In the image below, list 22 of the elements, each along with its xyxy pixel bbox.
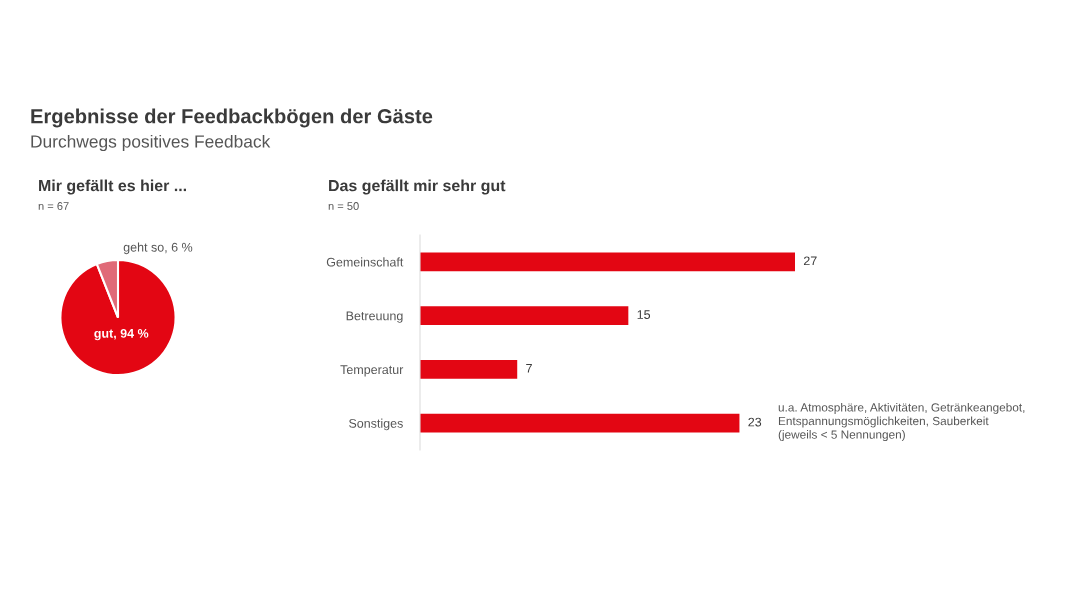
- data-label: 7: [526, 364, 532, 373]
- bar: [420, 413, 740, 433]
- data-label: 27: [803, 256, 817, 266]
- chart-title: Das gefällt mir sehr gut: [329, 179, 506, 195]
- text: Ergebnisse der Feedbackbögen der Gäste: [31, 108, 433, 128]
- chart-title: Mir gefällt es hier ...: [39, 179, 187, 195]
- data-label: 15: [637, 310, 651, 319]
- bar: [420, 252, 795, 272]
- chart-subtitle: n = 67: [38, 202, 69, 210]
- y-tick-label: Gemeinschaft: [326, 257, 404, 267]
- chart-subtitle: n = 50: [328, 202, 359, 210]
- data-label: 23: [748, 417, 762, 427]
- pie-slice: [59, 258, 177, 377]
- text: Durchwegs positives Feedback: [31, 134, 271, 152]
- y-tick-label: Betreuung: [346, 311, 403, 323]
- annotation: u.a. Atmosphäre, Aktivitäten, Getränkeangebot, Entspannungsmöglichkeiten, Sauberkeit (jeweils < 5 Nennungen): [778, 402, 1025, 442]
- slice-label: geht so, 6 %: [123, 242, 193, 255]
- bar: [420, 306, 629, 326]
- bar: [420, 359, 518, 379]
- y-tick-label: Temperatur: [340, 365, 404, 377]
- slice-label: gut, 94 %: [94, 328, 149, 341]
- y-tick-label: Sonstiges: [349, 418, 403, 431]
